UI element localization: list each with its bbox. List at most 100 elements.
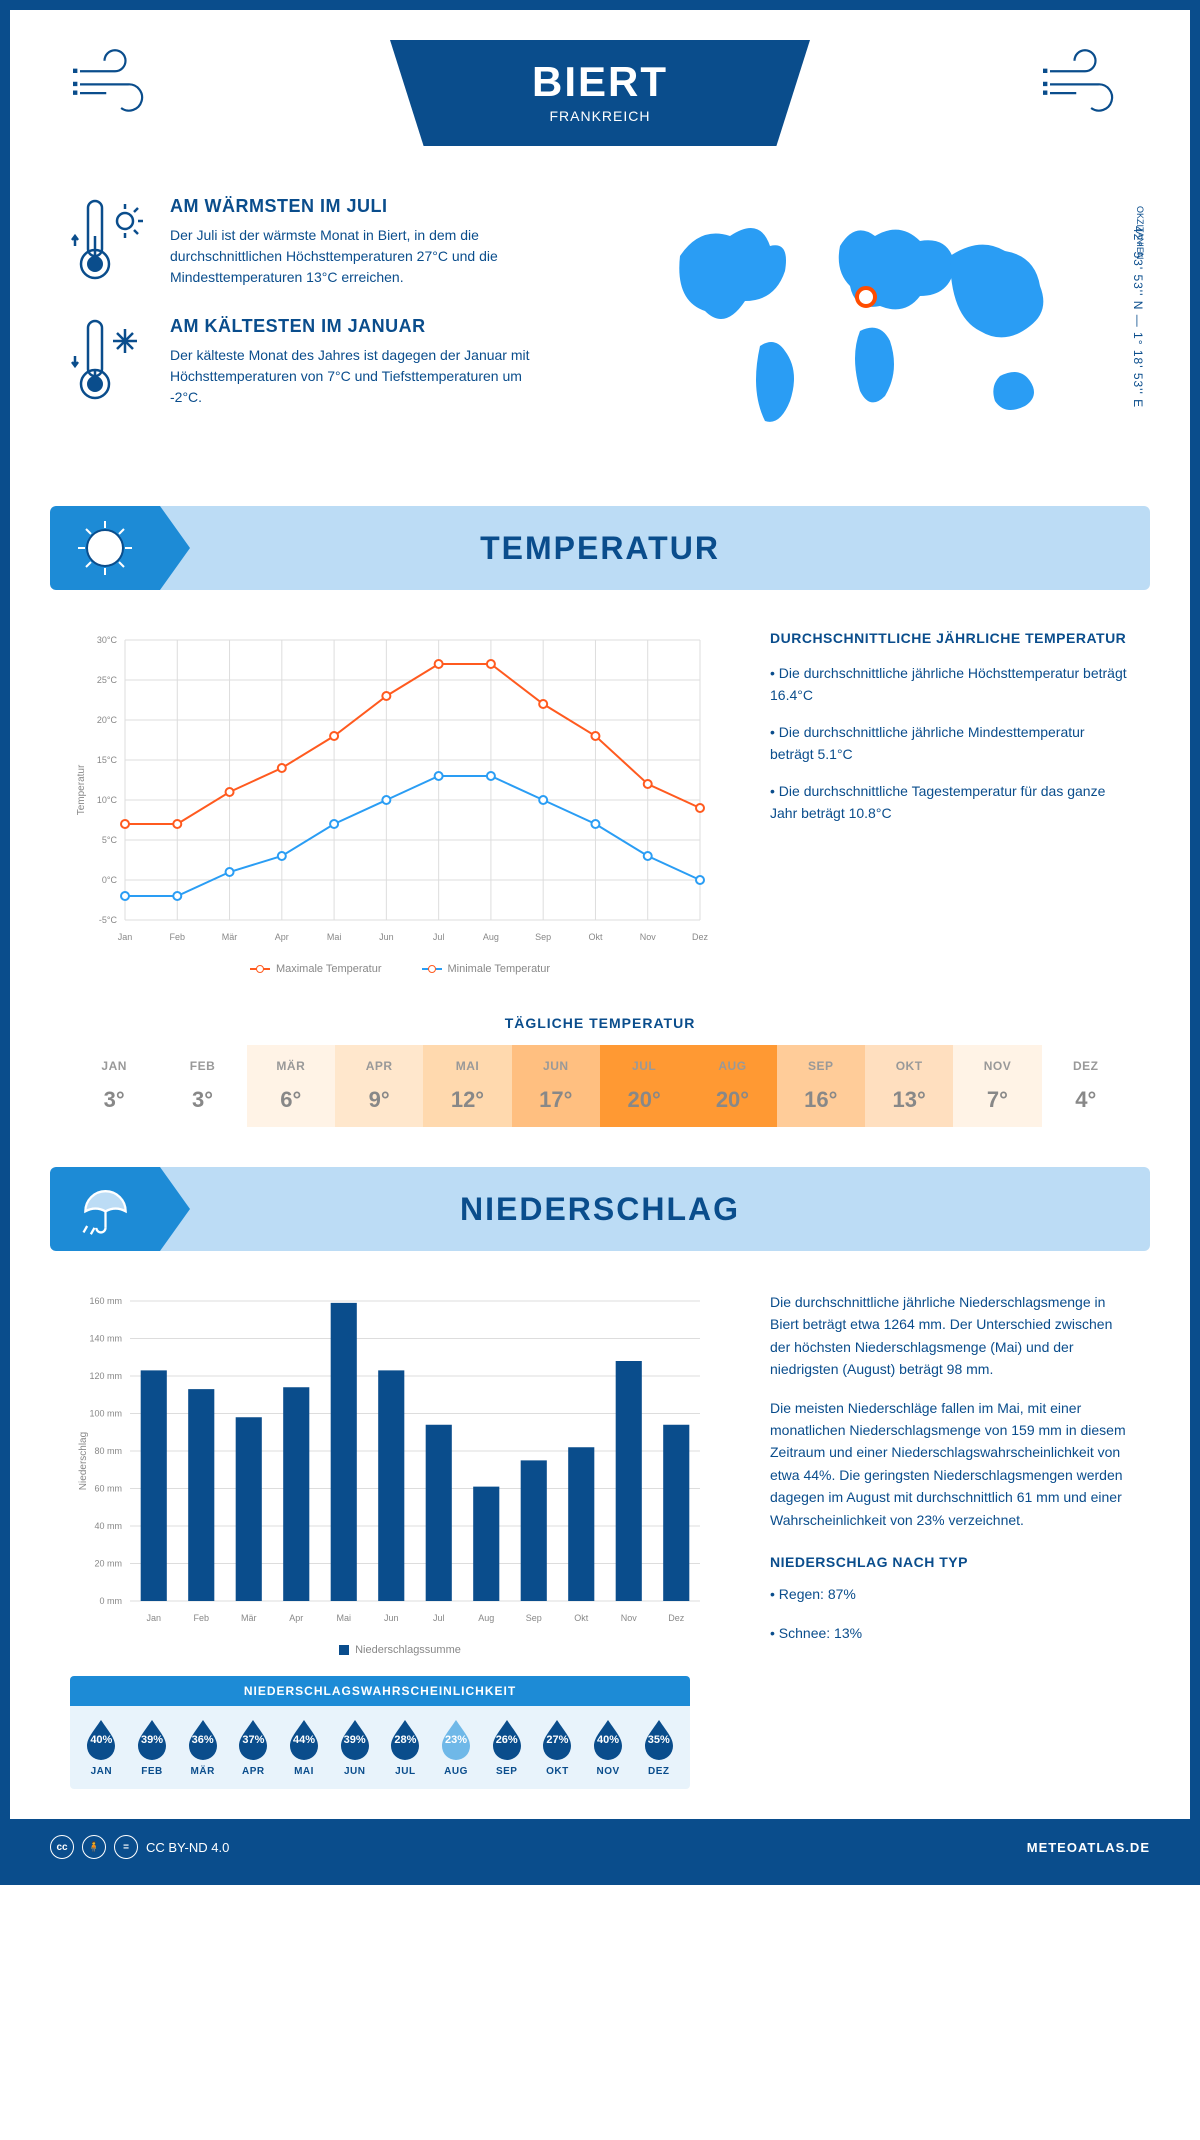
map-marker-icon (855, 286, 877, 308)
svg-text:Apr: Apr (275, 932, 289, 942)
thermometer-hot-icon (70, 196, 150, 286)
coldest-fact: AM KÄLTESTEN IM JANUAR Der kälteste Mona… (70, 316, 610, 408)
svg-text:5°C: 5°C (102, 835, 118, 845)
license-text: CC BY-ND 4.0 (146, 1840, 229, 1855)
precip-text: Die durchschnittliche jährliche Niedersc… (770, 1291, 1130, 1789)
svg-text:Okt: Okt (574, 1613, 589, 1623)
temp-bullet-1: • Die durchschnittliche jährliche Höchst… (770, 662, 1130, 707)
svg-text:140 mm: 140 mm (89, 1334, 122, 1344)
temp-summary: DURCHSCHNITTLICHE JÄHRLICHE TEMPERATUR •… (770, 630, 1130, 975)
svg-text:Feb: Feb (193, 1613, 209, 1623)
prob-cell: 23%AUG (431, 1718, 482, 1777)
svg-text:Niederschlag: Niederschlag (78, 1432, 89, 1490)
daily-cell: MÄR6° (247, 1045, 335, 1127)
svg-text:100 mm: 100 mm (89, 1409, 122, 1419)
daily-cell: OKT13° (865, 1045, 953, 1127)
prob-cell: 44%MAI (279, 1718, 330, 1777)
svg-text:80 mm: 80 mm (94, 1446, 122, 1456)
temp-section-title: TEMPERATUR (160, 530, 1150, 567)
svg-text:30°C: 30°C (97, 635, 118, 645)
by-icon: 🧍 (82, 1835, 106, 1859)
daily-cell: JUL20° (600, 1045, 688, 1127)
wind-icon (70, 45, 160, 115)
city-name: BIERT (450, 58, 750, 106)
precipitation-chart: 0 mm20 mm40 mm60 mm80 mm100 mm120 mm140 … (70, 1291, 730, 1789)
precip-legend: Niederschlagssumme (355, 1644, 461, 1656)
svg-text:Jan: Jan (146, 1613, 161, 1623)
precip-p1: Die durchschnittliche jährliche Niedersc… (770, 1291, 1130, 1381)
svg-text:Mai: Mai (327, 932, 342, 942)
svg-text:20°C: 20°C (97, 715, 118, 725)
temperature-chart: -5°C0°C5°C10°C15°C20°C25°C30°CJanFebMärA… (70, 630, 730, 975)
svg-text:-5°C: -5°C (99, 915, 118, 925)
legend-min: Minimale Temperatur (448, 963, 551, 975)
prob-cell: 35%DEZ (633, 1718, 684, 1777)
nd-icon: = (114, 1835, 138, 1859)
prob-cell: 26%SEP (481, 1718, 532, 1777)
svg-text:Mär: Mär (222, 932, 238, 942)
svg-text:Aug: Aug (483, 932, 499, 942)
svg-text:40 mm: 40 mm (94, 1521, 122, 1531)
svg-text:Okt: Okt (588, 932, 603, 942)
svg-text:Jul: Jul (433, 932, 445, 942)
map-area: OKZITANIEN 42° 53' 53'' N — 1° 18' 53'' … (650, 196, 1130, 476)
prob-cell: 39%FEB (127, 1718, 178, 1777)
svg-text:20 mm: 20 mm (94, 1559, 122, 1569)
wind-icon (1040, 45, 1130, 115)
svg-text:Nov: Nov (640, 932, 657, 942)
country-name: FRANKREICH (450, 108, 750, 124)
daily-cell: FEB3° (158, 1045, 246, 1127)
svg-text:Sep: Sep (526, 1613, 542, 1623)
precip-type-title: NIEDERSCHLAG NACH TYP (770, 1551, 1130, 1573)
temp-summary-title: DURCHSCHNITTLICHE JÄHRLICHE TEMPERATUR (770, 630, 1130, 646)
svg-text:Temperatur: Temperatur (76, 764, 87, 815)
coldest-title: AM KÄLTESTEN IM JANUAR (170, 316, 550, 337)
svg-text:10°C: 10°C (97, 795, 118, 805)
daily-cell: JUN17° (512, 1045, 600, 1127)
site-name: METEOATLAS.DE (1027, 1840, 1150, 1855)
svg-text:Aug: Aug (478, 1613, 494, 1623)
prob-cell: 36%MÄR (177, 1718, 228, 1777)
coordinates: 42° 53' 53'' N — 1° 18' 53'' E (1131, 226, 1145, 408)
daily-temp-strip: JAN3°FEB3°MÄR6°APR9°MAI12°JUN17°JUL20°AU… (70, 1045, 1130, 1127)
daily-temp-title: TÄGLICHE TEMPERATUR (10, 1015, 1190, 1031)
svg-text:Jun: Jun (379, 932, 394, 942)
svg-text:60 mm: 60 mm (94, 1484, 122, 1494)
legend-max: Maximale Temperatur (276, 963, 382, 975)
prob-title: NIEDERSCHLAGSWAHRSCHEINLICHKEIT (70, 1676, 690, 1706)
daily-cell: SEP16° (777, 1045, 865, 1127)
warmest-text: Der Juli ist der wärmste Monat in Biert,… (170, 225, 550, 288)
svg-text:Mär: Mär (241, 1613, 257, 1623)
daily-cell: NOV7° (953, 1045, 1041, 1127)
prob-cell: 28%JUL (380, 1718, 431, 1777)
umbrella-icon (78, 1182, 133, 1237)
probability-box: NIEDERSCHLAGSWAHRSCHEINLICHKEIT 40%JAN39… (70, 1676, 690, 1789)
coldest-text: Der kälteste Monat des Jahres ist dagege… (170, 345, 550, 408)
thermometer-cold-icon (70, 316, 150, 406)
svg-text:Sep: Sep (535, 932, 551, 942)
svg-text:Apr: Apr (289, 1613, 303, 1623)
title-banner: BIERT FRANKREICH (390, 40, 810, 146)
svg-text:0°C: 0°C (102, 875, 118, 885)
svg-text:Mai: Mai (336, 1613, 351, 1623)
daily-cell: MAI12° (423, 1045, 511, 1127)
svg-text:0 mm: 0 mm (100, 1596, 123, 1606)
svg-text:Jul: Jul (433, 1613, 445, 1623)
temp-bullet-3: • Die durchschnittliche Tagestemperatur … (770, 780, 1130, 825)
svg-text:Dez: Dez (692, 932, 709, 942)
svg-text:Nov: Nov (621, 1613, 638, 1623)
precipitation-banner: NIEDERSCHLAG (50, 1167, 1150, 1251)
prob-cell: 40%NOV (583, 1718, 634, 1777)
svg-text:25°C: 25°C (97, 675, 118, 685)
temp-bullet-2: • Die durchschnittliche jährliche Mindes… (770, 721, 1130, 766)
warmest-title: AM WÄRMSTEN IM JULI (170, 196, 550, 217)
prob-cell: 37%APR (228, 1718, 279, 1777)
daily-cell: APR9° (335, 1045, 423, 1127)
cc-icon: cc (50, 1835, 74, 1859)
world-map-icon (650, 196, 1090, 456)
svg-text:Jun: Jun (384, 1613, 399, 1623)
footer: cc 🧍 = CC BY-ND 4.0 METEOATLAS.DE (10, 1819, 1190, 1875)
daily-cell: AUG20° (688, 1045, 776, 1127)
warmest-fact: AM WÄRMSTEN IM JULI Der Juli ist der wär… (70, 196, 610, 288)
svg-text:Jan: Jan (118, 932, 133, 942)
